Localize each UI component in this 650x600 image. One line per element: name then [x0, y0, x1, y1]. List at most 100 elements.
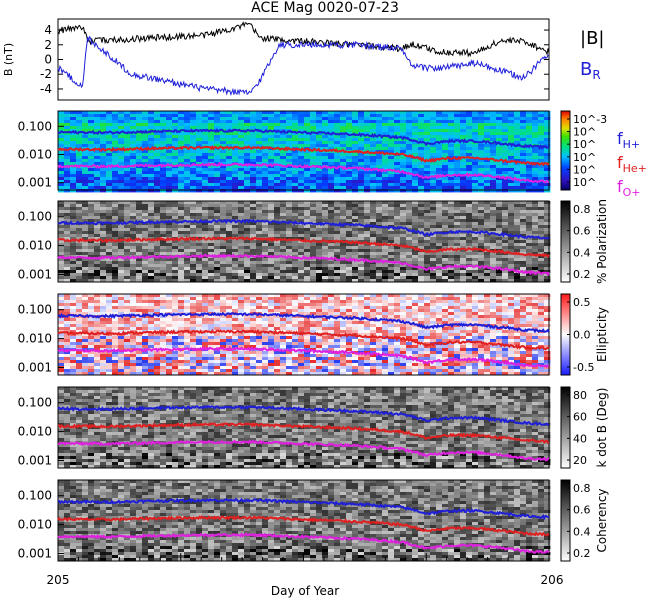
- heat-cell: [82, 219, 89, 223]
- heat-cell: [100, 129, 107, 133]
- heat-cell: [478, 111, 485, 115]
- heat-cell: [484, 225, 491, 229]
- heat-cell: [496, 150, 503, 154]
- heat-cell: [358, 234, 365, 238]
- heat-cell: [64, 312, 71, 316]
- heat-cell: [352, 186, 359, 190]
- heat-cell: [412, 123, 419, 127]
- heat-cell: [328, 216, 335, 220]
- heat-cell: [484, 276, 491, 280]
- heat-cell: [442, 264, 449, 268]
- heat-cell: [124, 246, 131, 250]
- heat-cell: [454, 303, 461, 307]
- heat-cell: [280, 210, 287, 214]
- heat-cell: [472, 144, 479, 148]
- heat-cell: [484, 219, 491, 223]
- heat-cell: [400, 147, 407, 151]
- heat-cell: [292, 252, 299, 256]
- heat-cell: [142, 126, 149, 130]
- heat-cell: [274, 297, 281, 301]
- heat-cell: [478, 153, 485, 157]
- heat-cell: [328, 183, 335, 187]
- heat-cell: [250, 132, 257, 136]
- heat-cell: [370, 117, 377, 121]
- heat-cell: [202, 222, 209, 226]
- heat-cell: [466, 144, 473, 148]
- heat-cell: [322, 306, 329, 310]
- heat-cell: [520, 180, 527, 184]
- heat-cell: [412, 264, 419, 268]
- heat-cell: [130, 297, 137, 301]
- heat-cell: [406, 144, 413, 148]
- heat-cell: [502, 168, 509, 172]
- heat-cell: [484, 297, 491, 301]
- heat-cell: [526, 189, 533, 193]
- heat-cell: [172, 306, 179, 310]
- heat-cell: [460, 180, 467, 184]
- heat-cell: [382, 267, 389, 271]
- heat-cell: [412, 189, 419, 193]
- heat-cell: [166, 234, 173, 238]
- heat-cell: [208, 273, 215, 277]
- heat-cell: [130, 213, 137, 217]
- heat-cell: [124, 306, 131, 310]
- heat-cell: [328, 207, 335, 211]
- heat-cell: [454, 159, 461, 163]
- heat-cell: [352, 261, 359, 265]
- heat-cell: [106, 132, 113, 136]
- heat-cell: [454, 201, 461, 205]
- heat-cell: [322, 258, 329, 262]
- y-axis-label: B (nT): [2, 43, 15, 76]
- heat-cell: [472, 165, 479, 169]
- heat-cell: [388, 300, 395, 304]
- heat-cell: [286, 180, 293, 184]
- heat-cell: [406, 234, 413, 238]
- heat-cell: [274, 309, 281, 313]
- heat-cell: [322, 300, 329, 304]
- heat-cell: [160, 165, 167, 169]
- heat-cell: [334, 213, 341, 217]
- heat-cell: [238, 309, 245, 313]
- heat-cell: [526, 165, 533, 169]
- heat-cell: [328, 186, 335, 190]
- heat-cell: [376, 171, 383, 175]
- heat-cell: [226, 270, 233, 274]
- heat-cell: [286, 294, 293, 298]
- heat-cell: [118, 129, 125, 133]
- heat-cell: [268, 117, 275, 121]
- heat-cell: [118, 270, 125, 274]
- heat-cell: [70, 270, 77, 274]
- heat-cell: [190, 186, 197, 190]
- heat-cell: [346, 300, 353, 304]
- heat-cell: [466, 177, 473, 181]
- heat-cell: [346, 138, 353, 142]
- heat-cell: [490, 201, 497, 205]
- heat-cell: [358, 174, 365, 178]
- heat-cell: [202, 174, 209, 178]
- heat-cell: [520, 162, 527, 166]
- heat-cell: [310, 207, 317, 211]
- heat-cell: [136, 246, 143, 250]
- heat-cell: [400, 276, 407, 280]
- heat-cell: [484, 138, 491, 142]
- heat-cell: [286, 189, 293, 193]
- heat-cell: [490, 150, 497, 154]
- heat-cell: [64, 201, 71, 205]
- heat-cell: [472, 159, 479, 163]
- heat-cell: [478, 294, 485, 298]
- heat-cell: [160, 183, 167, 187]
- heat-cell: [376, 111, 383, 115]
- heat-cell: [214, 210, 221, 214]
- heat-cell: [232, 201, 239, 205]
- heat-cell: [178, 294, 185, 298]
- heat-cell: [310, 111, 317, 115]
- heat-cell: [286, 114, 293, 118]
- heat-cell: [58, 189, 65, 193]
- heat-cell: [70, 228, 77, 232]
- heat-cell: [496, 279, 503, 283]
- heat-cell: [448, 240, 455, 244]
- heat-cell: [268, 246, 275, 250]
- heat-cell: [466, 219, 473, 223]
- heat-cell: [382, 141, 389, 145]
- heat-cell: [160, 279, 167, 283]
